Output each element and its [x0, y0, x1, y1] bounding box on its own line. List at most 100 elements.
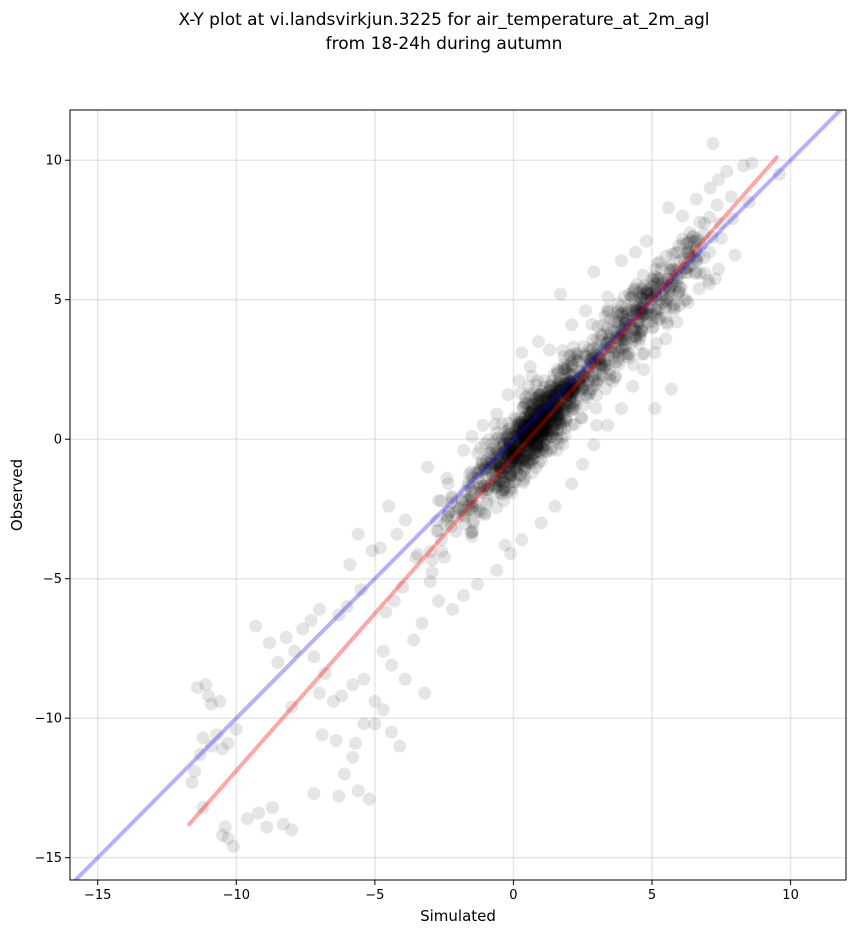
scatter-point — [529, 422, 543, 436]
scatter-point — [586, 352, 600, 366]
scatter-point — [337, 767, 351, 781]
scatter-point — [542, 407, 556, 421]
scatter-point — [547, 392, 561, 406]
scatter-point — [538, 418, 552, 432]
scatter-point — [409, 550, 423, 564]
scatter-point — [541, 405, 555, 419]
scatter-point — [505, 442, 519, 456]
scatter-point — [629, 302, 643, 316]
scatter-point — [524, 423, 538, 437]
scatter-point — [519, 396, 533, 410]
scatter-point — [518, 399, 531, 412]
scatter-point — [494, 465, 508, 479]
scatter-point — [570, 353, 584, 367]
scatter-point — [566, 373, 580, 387]
scatter-point — [543, 384, 557, 398]
scatter-point — [614, 306, 628, 320]
scatter-point — [617, 325, 631, 339]
scatter-point — [533, 404, 547, 418]
scatter-point — [503, 458, 517, 472]
scatter-point — [637, 296, 651, 310]
scatter-point — [252, 806, 265, 820]
scatter-point — [466, 524, 480, 538]
scatter-point — [560, 386, 574, 400]
scatter-point — [518, 423, 532, 437]
scatter-point — [650, 336, 664, 350]
scatter-point — [604, 340, 617, 354]
scatter-point — [676, 237, 690, 251]
scatter-point — [511, 422, 525, 436]
scatter-point — [603, 372, 616, 386]
scatter-point — [532, 388, 546, 402]
scatter-point — [539, 407, 553, 421]
scatter-point — [530, 433, 544, 447]
scatter-point — [398, 672, 412, 686]
scatter-point — [587, 355, 601, 369]
scatter-point — [543, 401, 557, 415]
scatter-point — [613, 340, 627, 354]
scatter-point — [631, 314, 645, 328]
scatter-point — [533, 423, 547, 437]
scatter-point — [545, 409, 559, 423]
scatter-point — [509, 463, 523, 477]
scatter-point — [685, 250, 699, 264]
scatter-point — [531, 396, 545, 410]
scatter-point — [518, 460, 532, 474]
scatter-point — [567, 381, 581, 395]
scatter-point — [544, 389, 558, 403]
scatter-point — [697, 216, 711, 230]
scatter-point — [545, 384, 559, 398]
scatter-point — [671, 287, 685, 301]
scatter-point — [536, 441, 550, 455]
scatter-point — [548, 408, 562, 421]
scatter-point — [541, 398, 555, 412]
scatter-point — [649, 289, 663, 303]
scatter-point — [540, 419, 554, 433]
scatter-point — [591, 320, 605, 333]
scatter-point — [579, 349, 593, 363]
scatter-point — [285, 700, 299, 714]
scatter-point — [566, 385, 580, 399]
scatter-point — [480, 497, 494, 511]
scatter-point — [520, 426, 534, 440]
scatter-point — [644, 293, 658, 307]
scatter-point — [539, 419, 553, 433]
scatter-point — [606, 374, 620, 388]
scatter-point — [518, 419, 532, 433]
scatter-point — [483, 456, 497, 470]
scatter-point — [511, 453, 525, 467]
scatter-point — [215, 828, 229, 842]
scatter-point — [601, 290, 615, 304]
scatter-point — [553, 416, 567, 430]
scatter-point — [533, 388, 547, 401]
scatter-point — [513, 429, 527, 443]
scatter-point — [629, 333, 642, 347]
scatter-point — [517, 418, 530, 432]
scatter-point — [515, 428, 529, 442]
scatter-point — [510, 460, 524, 474]
scatter-point — [615, 299, 629, 313]
scatter-point — [485, 437, 499, 451]
scatter-point — [654, 272, 668, 286]
scatter-point — [513, 420, 527, 434]
scatter-point — [565, 361, 579, 375]
scatter-point — [525, 427, 539, 441]
scatter-point — [509, 443, 523, 457]
scatter-point — [518, 462, 532, 476]
scatter-point — [516, 452, 530, 466]
scatter-point — [522, 380, 536, 393]
scatter-point — [508, 475, 522, 489]
scatter-point — [569, 380, 583, 394]
scatter-point — [561, 386, 575, 400]
scatter-point — [547, 418, 561, 432]
scatter-point — [572, 373, 586, 387]
scatter-point — [653, 255, 667, 269]
scatter-point — [626, 358, 640, 372]
scatter-point — [583, 342, 596, 356]
scatter-point — [526, 446, 540, 460]
scatter-point — [637, 282, 651, 296]
scatter-point — [488, 473, 502, 487]
scatter-point — [535, 393, 548, 407]
scatter-point — [499, 443, 513, 457]
scatter-point — [445, 491, 459, 505]
